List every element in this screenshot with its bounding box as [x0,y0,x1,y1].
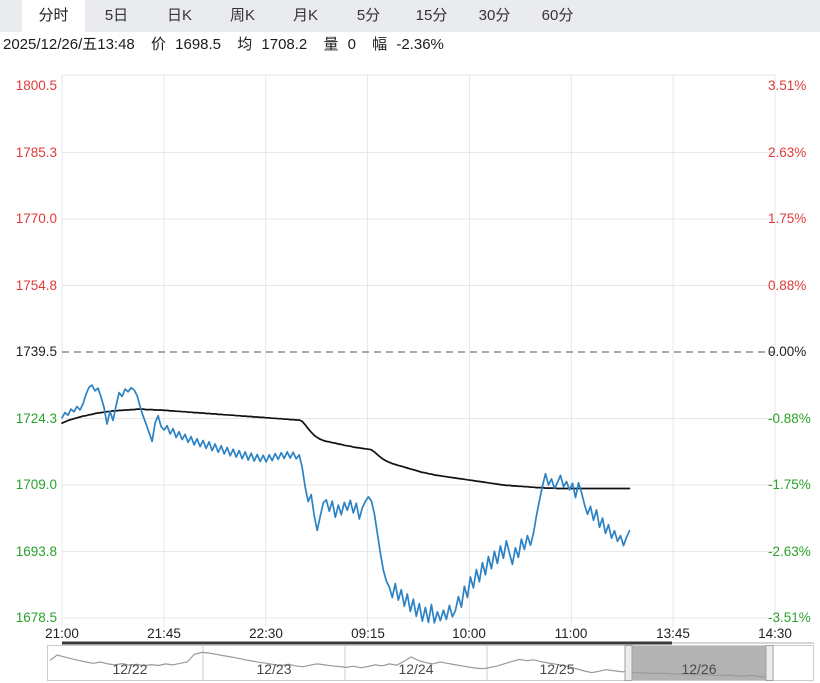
status-datetime: 2025/12/26/五13:48 [3,36,135,53]
time-tick: 21:00 [45,626,79,641]
volume-label: 量 [323,36,339,53]
price-line [61,384,631,624]
percent-tick: -3.51% [768,610,811,625]
percent-tick: 0.88% [768,278,807,293]
change-label: 幅 [372,36,388,53]
price-tick: 1724.3 [15,411,57,426]
time-tick: 22:30 [249,626,283,641]
price-tick: 1693.8 [15,544,57,559]
average-value: 1708.2 [261,36,308,53]
time-tick: 09:15 [351,626,385,641]
tab-60分[interactable]: 60分 [541,7,574,24]
navigator-handle-left[interactable] [624,645,633,681]
time-tick: 10:00 [452,626,486,641]
price-value: 1698.5 [175,36,222,53]
navigator-date-12-25[interactable]: 12/25 [539,661,575,677]
tab-5日[interactable]: 5日 [104,7,129,24]
time-axis-line-elapsed [62,641,672,645]
tab-日K[interactable]: 日K [166,7,192,24]
price-tick: 1678.5 [15,610,57,625]
time-tick: 11:00 [554,626,588,641]
percent-tick: -2.63% [768,544,811,559]
navigator-date-12-23[interactable]: 12/23 [256,661,292,677]
tab-周K[interactable]: 周K [229,7,255,24]
price-tick: 1709.0 [15,477,57,492]
navigator-handle-right[interactable] [765,645,774,681]
tab-月K[interactable]: 月K [292,7,318,24]
tab-15分[interactable]: 15分 [415,7,448,24]
percent-tick: -0.88% [768,411,811,426]
average-label: 均 [237,36,253,53]
percent-tick: 0.00% [768,344,807,359]
tab-分时[interactable]: 分时 [22,0,85,32]
time-tick: 21:45 [147,626,181,641]
navigator-date-12-22[interactable]: 12/22 [112,661,148,677]
percent-tick: -1.75% [768,477,811,492]
price-label: 价 [150,36,166,53]
percent-tick: 2.63% [768,145,807,160]
navigator-date-12-24[interactable]: 12/24 [398,661,434,677]
tab-30分[interactable]: 30分 [478,7,511,24]
tab-5分[interactable]: 5分 [356,7,381,24]
price-tick: 1754.8 [15,278,57,293]
navigator-sparkline [49,651,766,678]
quote-status-bar: 2025/12/26/五13:48 价 1698.5 均 1708.2 量 0 … [3,33,456,57]
chart-period-tabbar: 分时 5日 日K 周K 月K 5分 15分 30分 60分 [0,0,820,32]
time-tick: 13:45 [656,626,690,641]
navigator-date-12-26[interactable]: 12/26 [681,661,717,677]
price-tick: 1739.5 [15,344,57,359]
percent-tick: 1.75% [768,211,807,226]
volume-value: 0 [347,36,356,53]
percent-tick: 3.51% [768,78,807,93]
price-tick: 1770.0 [15,211,57,226]
price-tick: 1785.3 [15,145,57,160]
average-line [61,408,631,490]
change-value: -2.36% [396,36,444,53]
time-tick: 14:30 [758,626,792,641]
price-tick: 1800.5 [15,78,57,93]
